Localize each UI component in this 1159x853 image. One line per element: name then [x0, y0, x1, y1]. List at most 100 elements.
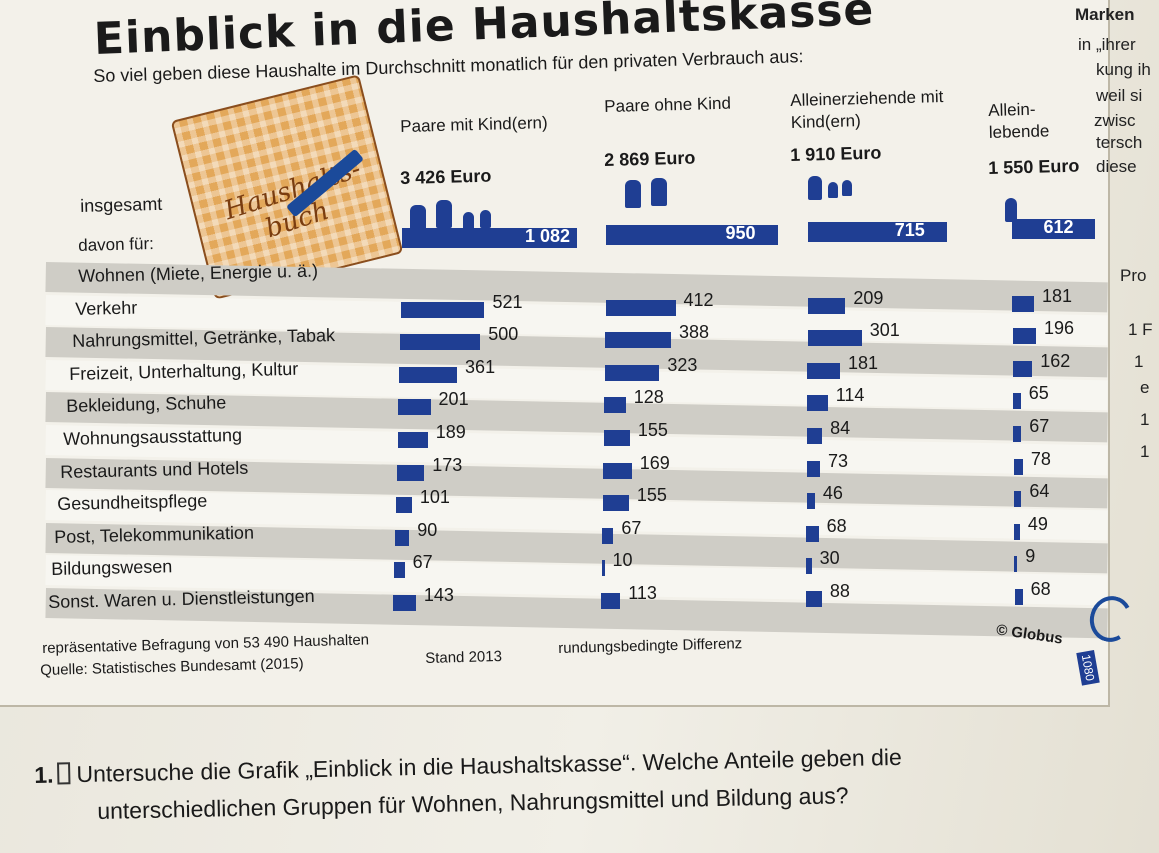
data-bar: [603, 430, 630, 446]
data-value-label: 68: [1030, 579, 1051, 599]
data-value-label: 101: [419, 487, 450, 508]
data-value-label: 301: [869, 320, 900, 341]
data-bar: [807, 395, 828, 412]
data-bar: [1013, 393, 1021, 410]
data-value-label: 500: [488, 324, 519, 345]
data-bar: [601, 560, 605, 577]
adjacent-text-fragment: Pro: [1120, 266, 1147, 285]
data-bar: [807, 428, 823, 444]
data-bar: [1014, 556, 1018, 573]
data-value-label: 412: [683, 289, 714, 310]
person-icon: [410, 205, 426, 233]
person-icon: [436, 200, 452, 228]
row-header-breakdown: davon für:: [78, 234, 155, 255]
data-value-label: 950: [725, 223, 756, 243]
data-value-label: 84: [830, 418, 851, 438]
data-value-label: 201: [438, 389, 469, 410]
data-value-label: 612: [1043, 217, 1074, 237]
infographic: Einblick in die Haushaltskasse So viel g…: [0, 0, 1138, 707]
data-value-label: 323: [667, 354, 698, 375]
data-value-label: 521: [492, 291, 523, 312]
data-bar: [605, 332, 671, 349]
series-total: 3 426 Euro: [400, 165, 492, 188]
data-value-label: 67: [1029, 416, 1050, 436]
adjacent-text-fragment: kung ih: [1096, 60, 1151, 79]
data-value-label: 73: [827, 450, 848, 471]
adjacent-text-fragment: in „ihrer: [1078, 35, 1136, 54]
data-bar: [393, 562, 405, 579]
globus-code: 1080: [1076, 650, 1100, 686]
data-bar: [1014, 523, 1020, 540]
series-header: Alleinerziehende mit Kind(ern): [790, 86, 944, 132]
data-bar: [806, 525, 819, 542]
data-value-label: 30: [819, 548, 840, 569]
data-value-label: 128: [633, 387, 664, 408]
data-value-label: 88: [829, 581, 850, 601]
data-value-label: 155: [637, 420, 668, 440]
person-icon: [842, 180, 852, 196]
data-bar: [402, 228, 577, 248]
data-value-label: 209: [853, 287, 884, 308]
data-value-label: 1 082: [525, 226, 571, 246]
adjacent-text-fragment: Marken: [1075, 5, 1135, 24]
footer-source: Quelle: Statistisches Bundesamt (2015): [40, 655, 304, 679]
data-value-label: 64: [1029, 481, 1050, 502]
data-bar: [395, 497, 412, 514]
footer-stand: Stand 2013: [425, 647, 503, 667]
task-line-1: 1. Untersuche die Grafik „Einblick in die…: [34, 744, 902, 789]
data-bar: [806, 493, 815, 510]
data-bar: [807, 330, 862, 347]
data-value-label: 169: [639, 452, 670, 473]
data-bar: [604, 397, 626, 414]
adjacent-text-fragment: e: [1140, 378, 1150, 397]
data-value-label: 196: [1044, 318, 1075, 339]
data-bar: [398, 399, 431, 416]
adjacent-text-fragment: 1: [1140, 442, 1150, 461]
data-bar: [808, 222, 947, 242]
data-bar: [806, 558, 812, 575]
data-value-label: 162: [1040, 350, 1071, 371]
data-bar: [603, 462, 632, 479]
data-bar: [400, 334, 481, 351]
task-line-2: unterschiedlichen Gruppen für Wohnen, Na…: [97, 782, 849, 824]
data-value-label: 155: [636, 485, 667, 506]
footer-rounding: rundungsbedingte Differenz: [558, 635, 743, 657]
data-value-label: 9: [1025, 546, 1036, 567]
data-bar: [1012, 360, 1033, 377]
data-value-label: 181: [847, 352, 879, 373]
data-bar: [1013, 426, 1022, 442]
data-value-label: 10: [612, 550, 633, 571]
data-value-label: 715: [894, 220, 925, 240]
series-total: 2 869 Euro: [604, 147, 696, 170]
data-bar: [399, 366, 458, 383]
category-label: Verkehr: [75, 297, 138, 319]
data-bar: [604, 364, 660, 381]
data-bar: [1012, 295, 1034, 312]
data-value-label: 46: [822, 483, 843, 504]
category-label: Restaurants und Hotels: [60, 457, 249, 482]
data-value-label: 49: [1027, 513, 1048, 534]
data-bar: [1014, 589, 1023, 605]
adjacent-text-fragment: zwisc: [1094, 111, 1136, 130]
person-icon: [463, 212, 474, 230]
data-value-label: 181: [1041, 285, 1073, 306]
row-header-total: insgesamt: [80, 193, 163, 216]
category-label: Wohnungsausstattung: [63, 424, 243, 449]
data-bar: [602, 527, 614, 544]
data-bar: [1013, 458, 1023, 475]
data-value-label: 143: [423, 585, 454, 605]
series-header: Allein-lebende: [988, 99, 1050, 142]
person-icon: [1005, 198, 1017, 222]
data-bar: [606, 225, 778, 245]
data-value-label: 67: [412, 552, 433, 573]
data-value-label: 67: [621, 517, 642, 538]
category-label: Gesundheitspflege: [57, 490, 208, 515]
person-icon: [828, 182, 838, 198]
data-bar: [807, 297, 846, 314]
data-bar: [396, 464, 425, 481]
data-value-label: 114: [835, 385, 865, 406]
data-value-label: 65: [1028, 383, 1049, 404]
data-value-label: 361: [465, 356, 496, 377]
data-bar: [807, 362, 840, 379]
